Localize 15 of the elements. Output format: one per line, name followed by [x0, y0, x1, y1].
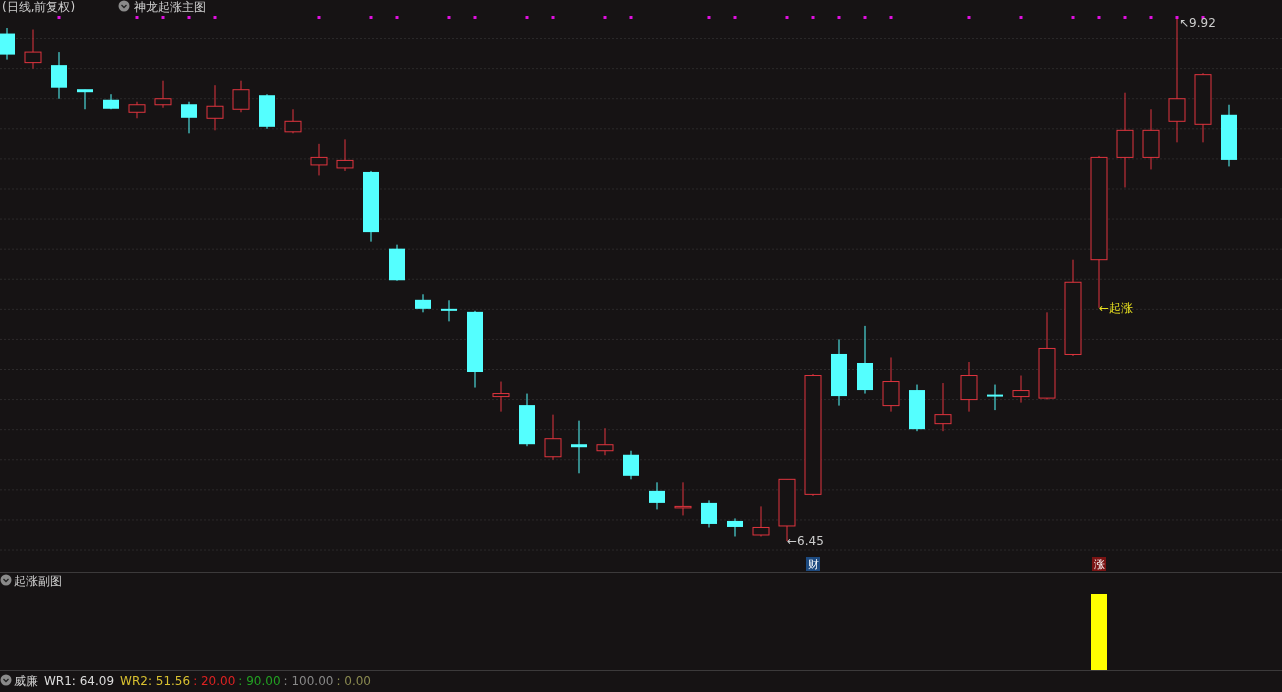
chart-title: 起涨副图 — [14, 574, 62, 588]
annotation: ↖9.92 — [1179, 16, 1216, 30]
text: : 0.00 — [336, 674, 371, 688]
chart-subtitle: 神龙起涨主图 — [134, 0, 206, 14]
annotation: ←起涨 — [1099, 300, 1134, 315]
text: : 90.00 — [238, 674, 281, 688]
text: 涨 — [1093, 558, 1105, 571]
chart-title: (日线,前复权) — [2, 0, 76, 14]
text: WR1: 64.09 — [44, 674, 115, 688]
annotation: ←6.45 — [787, 534, 824, 548]
text: 威廉 — [14, 674, 38, 688]
text: WR2: 51.56 — [120, 674, 191, 688]
text: : 20.00 — [193, 674, 236, 688]
text: : 100.00 — [283, 674, 334, 688]
text: 财 — [807, 558, 819, 571]
